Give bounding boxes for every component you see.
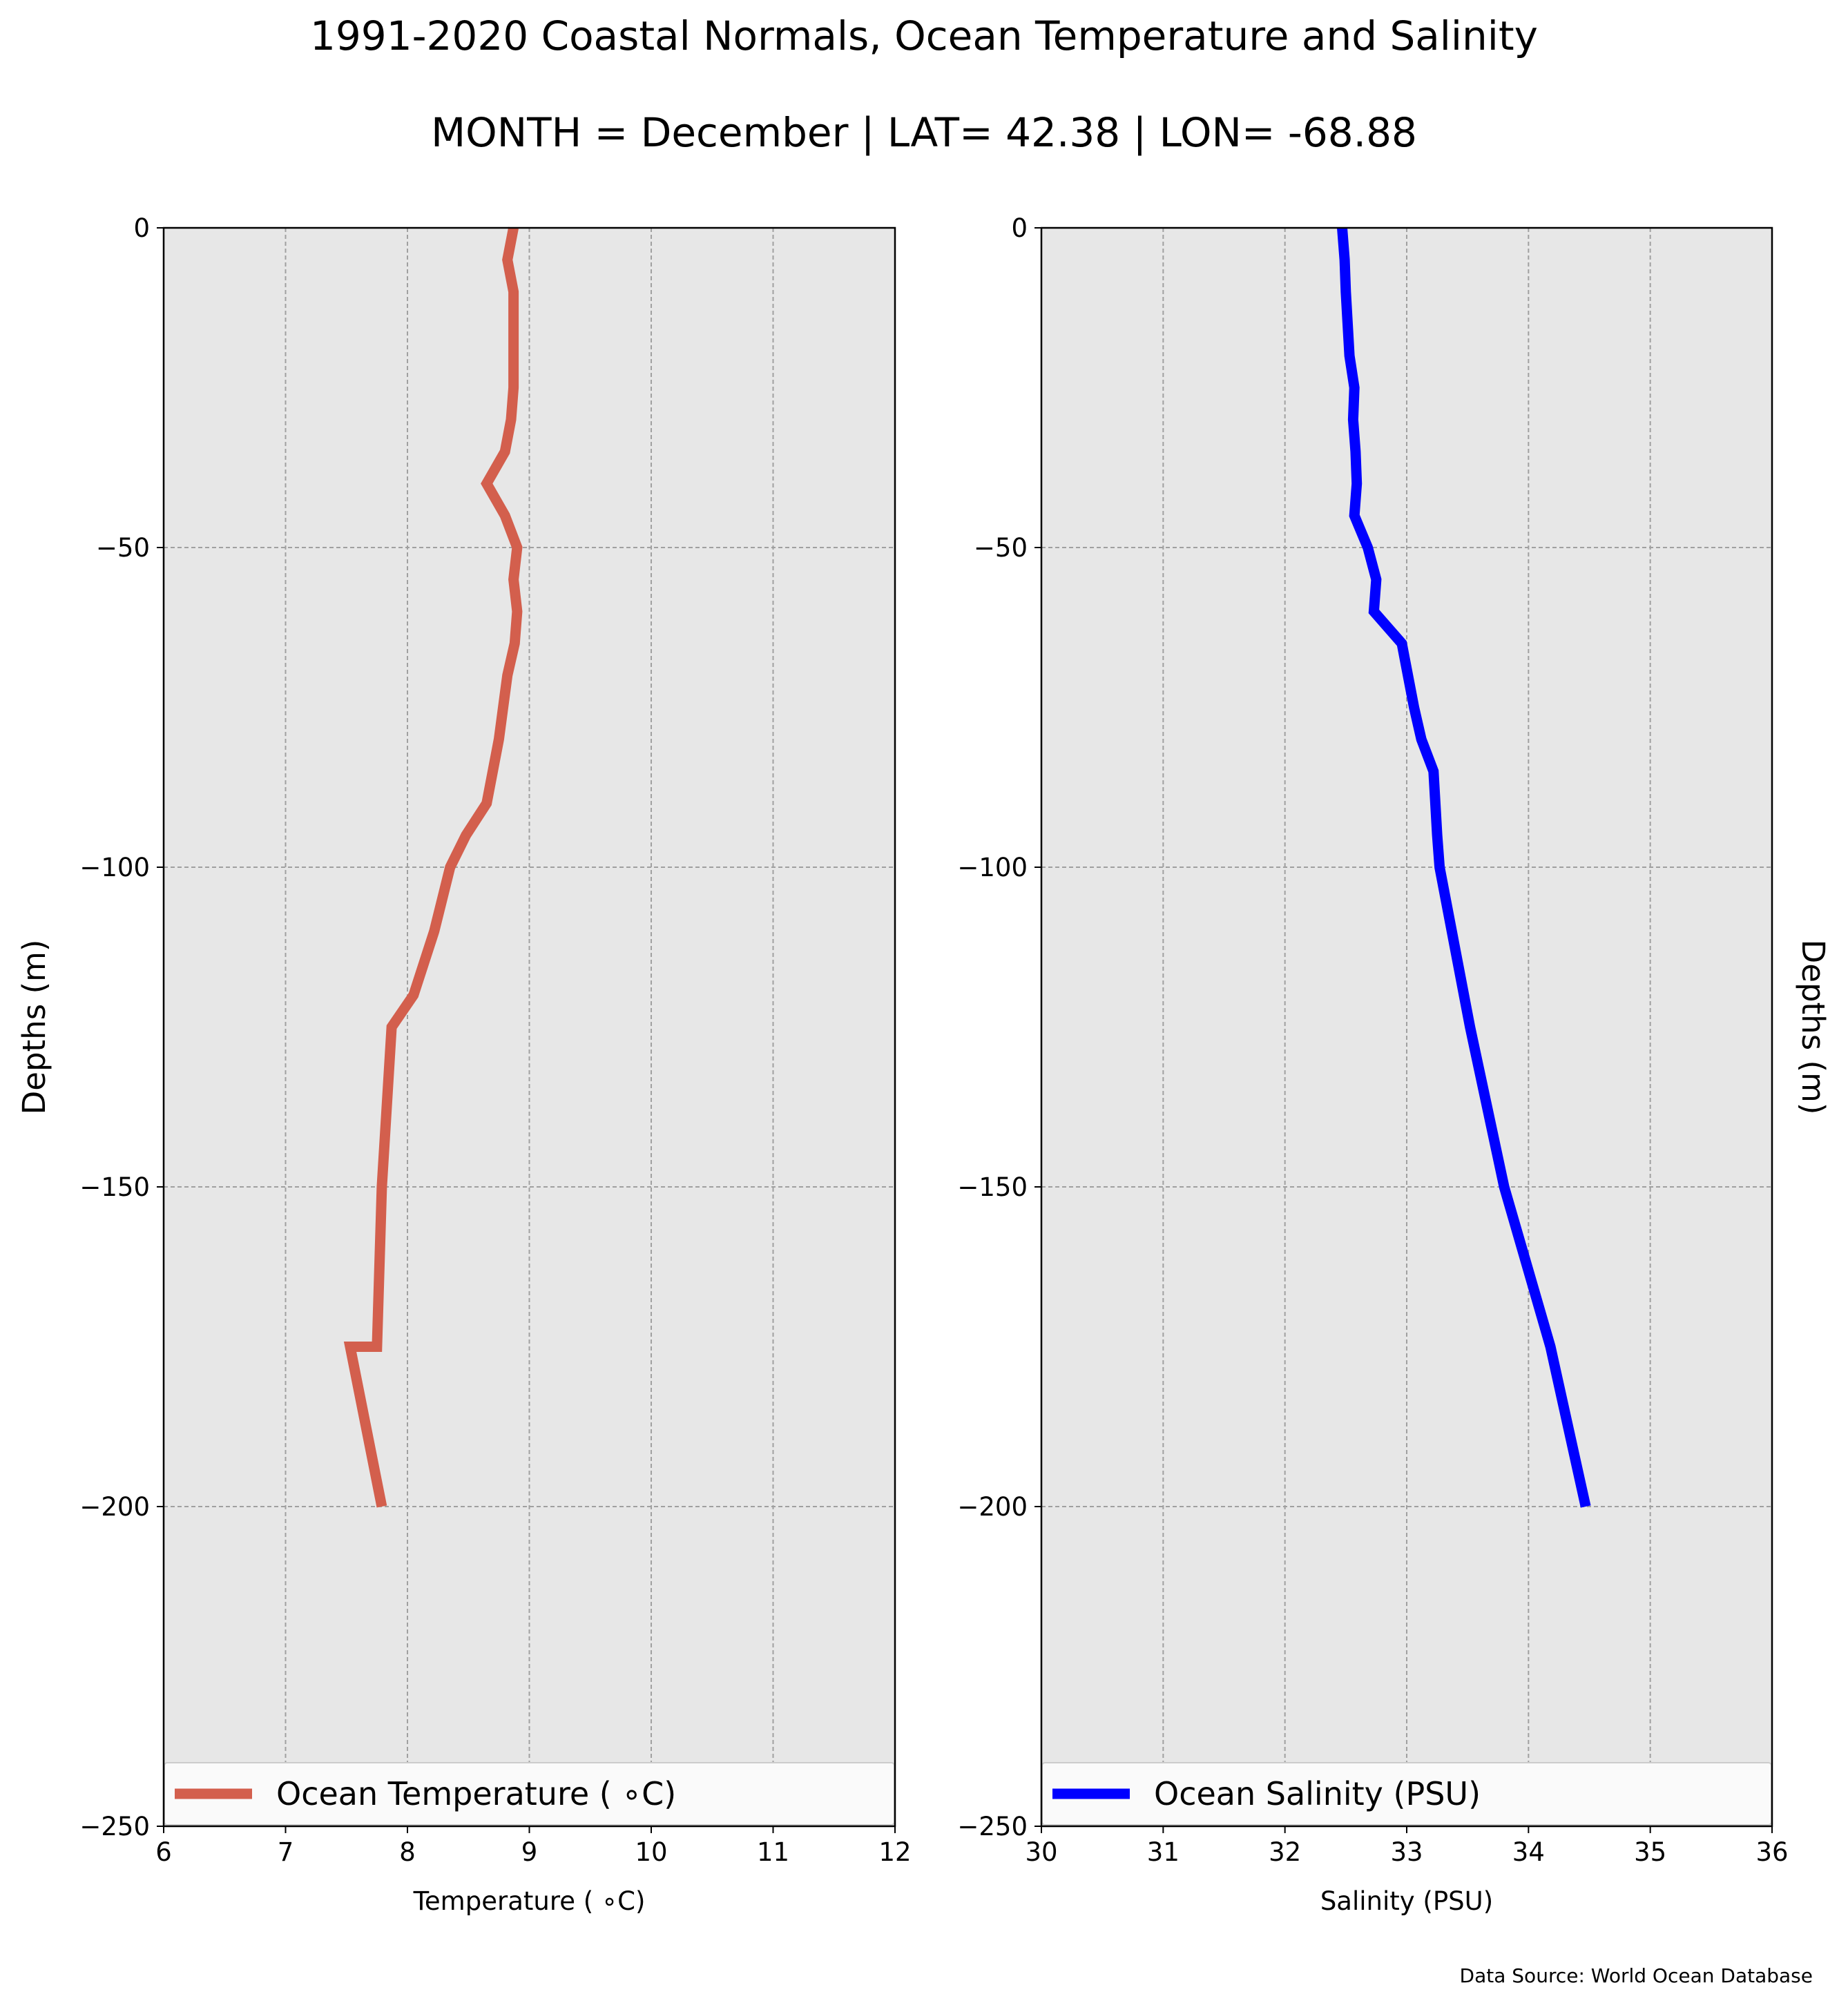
temp-y-tick-label: −100 (79, 853, 150, 882)
sal-profile-line (1337, 227, 1591, 1508)
sal-legend-label: Ocean Salinity (PSU) (1154, 1775, 1481, 1812)
temp-x-tick-label: 11 (757, 1837, 789, 1867)
sal-x-tick-label: 33 (1390, 1837, 1423, 1867)
sal-y-tick-label: −250 (957, 1812, 1028, 1841)
sal-y-tick-label: 0 (1011, 213, 1028, 243)
sal-y-tick-label: −200 (957, 1492, 1028, 1522)
sal-y-tick-label: −100 (957, 853, 1028, 882)
temp-y-axis-label: Depths (m) (16, 940, 52, 1115)
figure-title: 1991-2020 Coastal Normals, Ocean Tempera… (310, 12, 1538, 59)
sal-y-axis-label: Depths (m) (1795, 940, 1831, 1115)
sal-y-tick-label: −150 (957, 1172, 1028, 1202)
temp-x-tick-label: 10 (635, 1837, 667, 1867)
temp-plot-area (164, 228, 895, 1826)
temp-y-tick-label: −150 (79, 1172, 150, 1202)
temp-x-tick-label: 12 (878, 1837, 911, 1867)
temp-x-tick-label: 8 (399, 1837, 416, 1867)
temp-profile-line (343, 226, 523, 1508)
sal-x-tick-label: 35 (1634, 1837, 1666, 1867)
sal-x-tick-label: 34 (1512, 1837, 1545, 1867)
sal-x-tick-label: 32 (1269, 1837, 1301, 1867)
figure-subtitle: MONTH = December | LAT= 42.38 | LON= -68… (431, 109, 1417, 156)
sal-x-tick-label: 30 (1025, 1837, 1057, 1867)
temp-legend-label: Ocean Temperature ( ∘C) (276, 1775, 676, 1812)
temp-y-tick-label: −250 (79, 1812, 150, 1841)
temp-x-tick-label: 7 (278, 1837, 294, 1867)
temp-x-tick-label: 6 (155, 1837, 172, 1867)
temp-y-tick-label: −50 (96, 533, 150, 563)
temp-x-tick-label: 9 (521, 1837, 538, 1867)
data-source-note: Data Source: World Ocean Database (1460, 1964, 1813, 1987)
sal-x-tick-label: 36 (1755, 1837, 1788, 1867)
temp-x-axis-label: Temperature ( ∘C) (413, 1886, 646, 1916)
temp-y-tick-label: −200 (79, 1492, 150, 1522)
sal-x-tick-label: 31 (1147, 1837, 1180, 1867)
sal-y-tick-label: −50 (974, 533, 1028, 563)
sal-x-axis-label: Salinity (PSU) (1320, 1886, 1493, 1916)
salinity-panel: Ocean Salinity (PSU) 30 31 32 33 34 35 36 0 −50 −1… (957, 213, 1831, 1916)
sal-plot-area (1041, 228, 1772, 1826)
temperature-panel: Ocean Temperature ( ∘C) 6 7 8 9 10 11 12 0 −50 −10… (16, 213, 912, 1916)
temp-y-tick-label: 0 (133, 213, 150, 243)
